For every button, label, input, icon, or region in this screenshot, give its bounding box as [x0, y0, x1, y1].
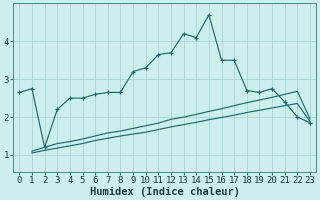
X-axis label: Humidex (Indice chaleur): Humidex (Indice chaleur) — [90, 186, 240, 197]
